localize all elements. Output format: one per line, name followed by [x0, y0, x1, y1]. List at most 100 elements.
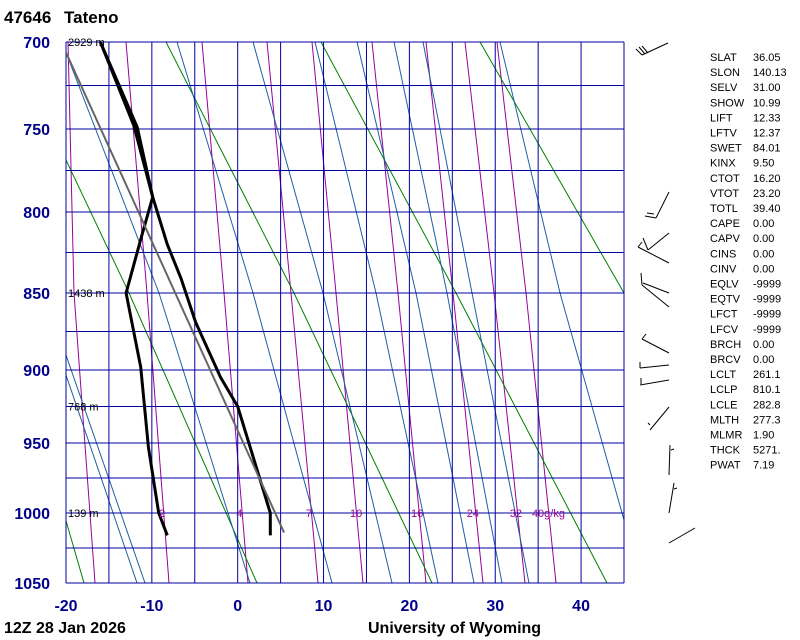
x-tick-label: 20 [400, 598, 418, 615]
wind-barb-stroke [647, 422, 651, 426]
moist-adiabat-line [422, 42, 530, 583]
mixing-ratio-line [67, 42, 96, 583]
wind-barb [668, 482, 678, 514]
axis-labels: 700 750 800 850 900 950 1000 1050-20 -10 0 10 20 30 4… [14, 35, 590, 615]
footer-time: 12Z 28 Jan 2026 [4, 620, 126, 637]
index-key: PWAT [710, 460, 741, 472]
wind-barb [635, 42, 669, 56]
index-value: 31.00 [753, 82, 781, 94]
index-key: CAPE [710, 218, 740, 230]
moist-adiabat-line [356, 42, 475, 583]
mixing-ratio-label: 16 [411, 508, 423, 520]
height-label: 139 m [68, 508, 99, 520]
wind-barb-stroke [641, 42, 669, 56]
dry-adiabat-line [320, 42, 608, 583]
index-value: 277.3 [753, 414, 781, 426]
y-tick-label: 1050 [14, 576, 50, 593]
mixing-ratio-label: 7 [306, 508, 312, 520]
y-tick-label: 850 [23, 286, 50, 303]
y-tick-label: 1000 [14, 506, 50, 523]
index-key: EQTV [710, 294, 741, 306]
wind-barb [668, 527, 696, 544]
index-key: SELV [710, 82, 738, 94]
index-key: LIFT [710, 112, 733, 124]
wind-barb [637, 232, 670, 264]
mixing-ratio-label: 40g/kg [532, 508, 565, 520]
wind-barb-stroke [644, 215, 657, 219]
index-value: 5271. [753, 445, 781, 457]
index-value: 0.00 [753, 218, 774, 230]
wind-barb [641, 333, 670, 354]
wind-barbs [635, 42, 696, 544]
index-key: LCLP [710, 384, 738, 396]
wind-barb [639, 378, 670, 386]
wind-barb-stroke [639, 379, 670, 386]
wind-barb-stroke [635, 48, 643, 56]
index-value: 0.00 [753, 339, 774, 351]
index-key: CTOT [710, 173, 740, 185]
index-key: MLMR [710, 430, 742, 442]
x-tick-label: -20 [54, 598, 77, 615]
wind-barb [639, 362, 670, 369]
station-name: Tateno [64, 8, 118, 27]
dry-adiabat-line [165, 42, 433, 583]
wind-barb-stroke [670, 448, 675, 451]
wind-barb [647, 406, 670, 431]
wind-barb-stroke [642, 282, 670, 294]
index-value: 0.00 [753, 263, 774, 275]
wind-barb [640, 272, 670, 308]
mixing-ratio-label: 24 [467, 508, 479, 520]
moist-adiabat-line [176, 42, 333, 583]
x-tick-label: 30 [486, 598, 504, 615]
x-tick-label: -10 [140, 598, 163, 615]
x-tick-label: 10 [315, 598, 333, 615]
wind-barb-stroke [641, 338, 670, 354]
index-value: 282.8 [753, 399, 781, 411]
x-tick-label: 40 [572, 598, 590, 615]
wind-barb-stroke [641, 284, 670, 308]
index-key: KINX [710, 158, 736, 170]
index-key: LCLT [710, 369, 736, 381]
mixing-ratio-label: 32 [510, 508, 522, 520]
index-value: 10.99 [753, 97, 781, 109]
index-value: 12.33 [753, 112, 781, 124]
index-key: CINV [710, 263, 737, 275]
index-value: 1.90 [753, 430, 774, 442]
wind-barb-stroke [641, 45, 649, 54]
index-value: 0.00 [753, 233, 774, 245]
wind-barb-stroke [673, 487, 678, 490]
wind-barb-stroke [647, 232, 670, 251]
mixing-ratio-line [311, 42, 364, 583]
wind-barb-stroke [637, 241, 643, 248]
dewpoint-profile-line [98, 42, 169, 536]
wind-barb-stroke [668, 482, 675, 514]
index-value: 12.37 [753, 128, 781, 140]
index-value: 16.20 [753, 173, 781, 185]
mixing-ratio-label: 10 [350, 508, 362, 520]
wind-barb-stroke [655, 191, 670, 219]
index-key: MLTH [710, 414, 739, 426]
index-key: LFCV [710, 324, 739, 336]
index-value: 0.00 [753, 354, 774, 366]
index-value: 23.20 [753, 188, 781, 200]
y-tick-label: 750 [23, 122, 50, 139]
height-label: 2929 m [68, 37, 105, 49]
index-key: EQLV [710, 279, 739, 291]
moist-adiabat-line [66, 354, 146, 583]
index-value: 810.1 [753, 384, 781, 396]
index-key: LFTV [710, 128, 738, 140]
mixing-ratio-label: 4 [236, 508, 242, 520]
moist-adiabat-line [499, 42, 624, 521]
wind-barb [668, 444, 675, 476]
profiles [66, 42, 285, 536]
background-lines [66, 42, 624, 583]
wind-barb-stroke [668, 527, 696, 544]
index-key: SLON [710, 67, 740, 79]
y-tick-label: 950 [23, 436, 50, 453]
index-value: -9999 [753, 294, 781, 306]
wind-barb-stroke [639, 364, 670, 369]
index-value: 84.01 [753, 143, 781, 155]
dry-adiabat-line [66, 518, 85, 583]
index-value: 0.00 [753, 248, 774, 260]
